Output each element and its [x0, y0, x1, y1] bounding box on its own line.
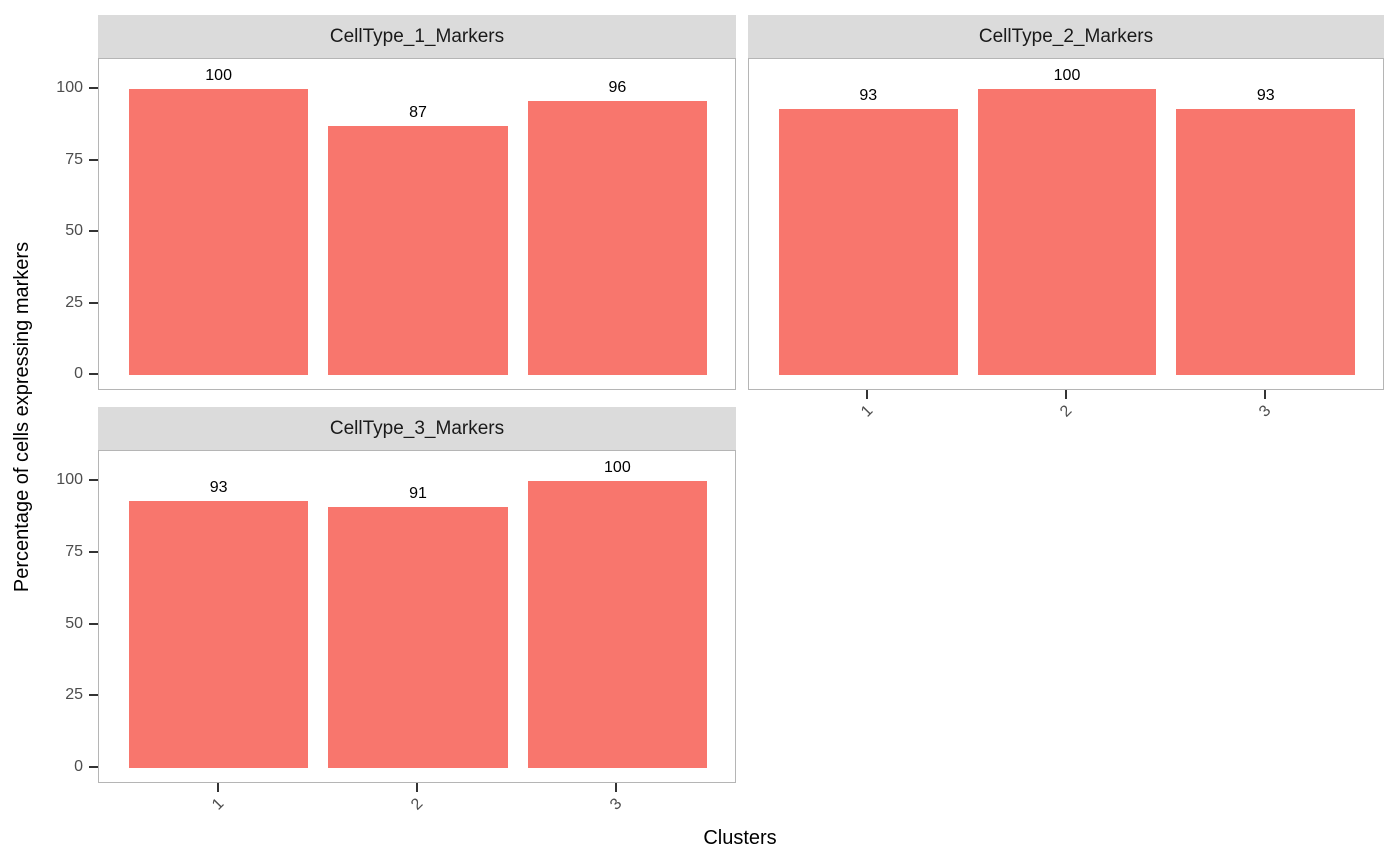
y-axis-tick	[89, 766, 98, 769]
y-axis-tick	[89, 87, 98, 90]
bar-value-label: 100	[205, 67, 232, 85]
bar	[128, 89, 309, 376]
facet-strip-label: CellType_3_Markers	[329, 417, 505, 439]
bar-value-label: 91	[409, 484, 427, 502]
y-axis-tick	[89, 158, 98, 161]
bar-value-label: 93	[1256, 87, 1275, 105]
facet-panel: 100 87 96	[98, 58, 736, 390]
y-axis-tick	[89, 550, 98, 553]
bar	[527, 481, 708, 769]
x-axis-tick-label: 1	[858, 402, 877, 421]
x-axis-tick	[216, 783, 219, 792]
bar-value-label: 87	[409, 104, 427, 122]
x-axis-tick-label: 3	[1255, 402, 1275, 421]
x-axis-tick	[866, 390, 869, 399]
facet-panel: 93 91 100	[98, 450, 736, 783]
facet-strip: CellType_2_Markers	[748, 15, 1384, 58]
y-axis-tick	[89, 479, 98, 482]
y-axis-tick-label: 100	[56, 471, 83, 489]
facet-strip-label: CellType_2_Markers	[978, 25, 1154, 47]
bar-value-label: 100	[604, 459, 631, 477]
y-axis-tick-label: 50	[65, 614, 83, 632]
y-axis-tick-label: 75	[65, 150, 83, 168]
y-axis-tick	[89, 622, 98, 625]
bar-value-label: 93	[859, 87, 878, 105]
facet-strip-label: CellType_1_Markers	[329, 25, 505, 47]
y-axis-tick	[89, 230, 98, 233]
x-axis-tick-label: 2	[1056, 402, 1076, 421]
y-axis-tick-label: 25	[65, 686, 83, 704]
y-axis-tick-label: 0	[74, 758, 83, 776]
facet-panel: 93 100 93	[748, 58, 1384, 390]
x-axis-tick	[615, 783, 618, 792]
y-axis-tick-label: 100	[56, 79, 83, 97]
x-axis-tick-label: 2	[407, 795, 427, 814]
x-axis-title: Clusters	[703, 827, 777, 849]
bar-value-label: 93	[209, 479, 228, 497]
y-axis-tick-label: 50	[65, 222, 83, 240]
facet-strip: CellType_1_Markers	[98, 15, 736, 58]
x-axis-tick-label: 3	[607, 795, 626, 814]
y-axis-tick	[89, 301, 98, 304]
x-axis-tick	[416, 783, 418, 792]
x-axis-tick	[1065, 390, 1067, 399]
bar	[1176, 109, 1356, 376]
bar	[977, 89, 1157, 376]
facet-strip: CellType_3_Markers	[98, 407, 736, 450]
y-axis-tick-label: 25	[65, 293, 83, 311]
x-axis-tick	[1263, 390, 1266, 399]
bar	[527, 100, 708, 376]
x-axis-tick-label: 1	[208, 795, 227, 814]
bar	[128, 501, 309, 769]
y-axis-tick-label: 0	[74, 365, 83, 383]
bar	[778, 109, 958, 376]
bar-value-label: 100	[1053, 67, 1081, 85]
bar-value-label: 96	[608, 78, 627, 96]
y-axis-tick	[89, 694, 98, 697]
bar	[328, 506, 508, 769]
y-axis-tick-label: 75	[65, 542, 83, 560]
y-axis-tick	[89, 373, 98, 376]
bar	[328, 126, 508, 376]
